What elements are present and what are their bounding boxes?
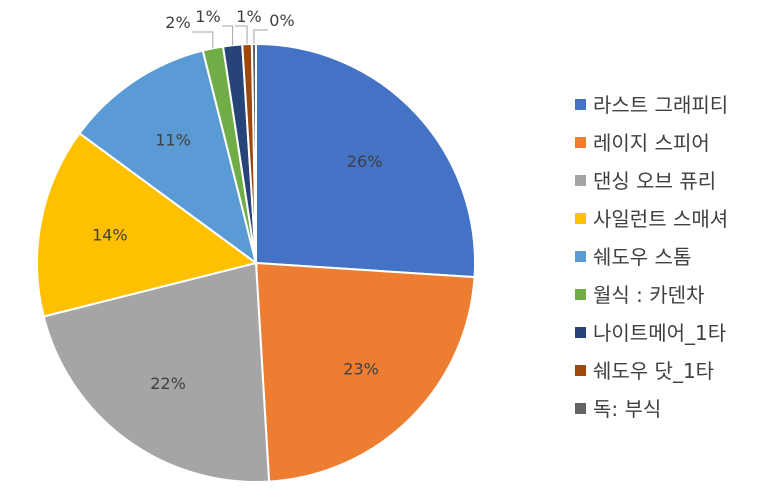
legend-swatch-8 [575, 365, 586, 376]
leader-line-6 [192, 31, 214, 49]
legend-label-1: 라스트 그래피티 [593, 93, 728, 117]
legend-swatch-2 [575, 137, 586, 148]
legend-swatch-5 [575, 251, 586, 262]
data-label-9: 0% [269, 11, 294, 30]
legend-label-2: 레이지 스피어 [593, 131, 710, 155]
data-label-8: 1% [236, 7, 261, 26]
legend-label-5: 쉐도우 스톰 [593, 245, 691, 269]
pie-slice-1 [255, 42, 476, 279]
data-label-1: 26% [347, 152, 383, 171]
pie-slice-9 [250, 42, 257, 264]
legend-label-4: 사일런트 스매셔 [593, 207, 728, 231]
data-label-5: 11% [155, 130, 191, 149]
legend-swatch-6 [575, 289, 586, 300]
data-labels: 26% 23% 22% 14% 11% 2% 1% 1% 0% [92, 7, 382, 393]
legend-swatch-9 [575, 403, 586, 414]
leader-lines [192, 25, 268, 49]
legend-swatch-4 [575, 213, 586, 224]
pie-slices [36, 42, 476, 483]
pie-slice-4 [36, 131, 259, 318]
legend-swatch-1 [575, 99, 586, 110]
data-label-3: 22% [150, 374, 186, 393]
legend-label-8: 쉐도우 닷_1타 [593, 359, 714, 383]
pie-slice-5 [78, 49, 258, 266]
data-label-4: 14% [92, 225, 128, 244]
data-label-7: 1% [195, 7, 220, 26]
data-label-6: 2% [165, 13, 190, 32]
pie-slice-2 [254, 261, 476, 483]
legend-label-7: 나이트메어_1타 [593, 321, 726, 345]
legend-label-9: 독: 부식 [593, 397, 661, 421]
data-label-2: 23% [343, 360, 379, 379]
leader-line-7 [222, 25, 234, 46]
pie-slice-3 [42, 261, 271, 483]
legend-label-3: 댄싱 오브 퓨리 [593, 169, 716, 193]
leader-line-9 [253, 29, 268, 45]
legend-swatch-3 [575, 175, 586, 186]
leader-line-8 [235, 25, 248, 45]
legend-label-6: 월식 : 카덴차 [593, 283, 704, 307]
legend-swatch-7 [575, 327, 586, 338]
